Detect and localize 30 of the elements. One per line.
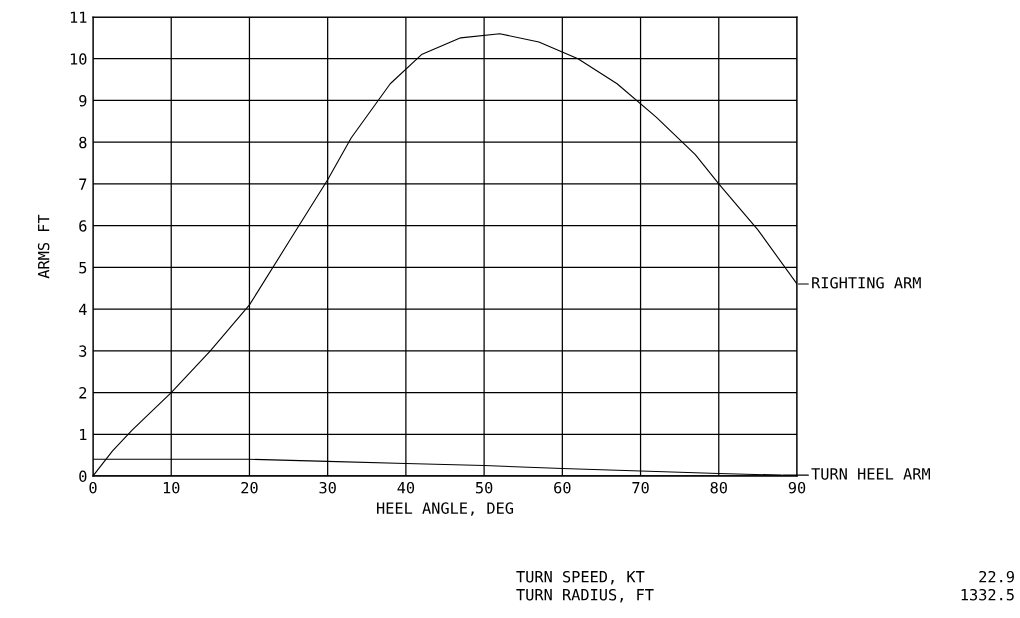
- y-tick-label: 0: [79, 470, 87, 483]
- x-tick-label: 60: [554, 481, 571, 494]
- y-axis-title: ARMS FT: [37, 214, 50, 279]
- y-tick-label: 8: [79, 136, 87, 149]
- x-tick-label: 40: [397, 481, 415, 494]
- y-tick-label: 11: [70, 11, 87, 23]
- legend-label: TURN HEEL ARM: [811, 468, 930, 480]
- text: TURN SPEED, KT: [516, 570, 645, 585]
- legend-label: RIGHTING ARM: [812, 276, 921, 289]
- y-tick-label: 4: [79, 303, 87, 315]
- text: 22.9: [979, 570, 1014, 583]
- x-tick-label: 20: [241, 481, 258, 494]
- y-tick-label: 5: [79, 262, 87, 274]
- y-tick-label: 2: [79, 387, 87, 399]
- x-tick-label: 90: [788, 481, 806, 494]
- x-tick-label: 50: [475, 481, 493, 494]
- y-tick-label: 1: [80, 428, 87, 441]
- y-tick-label: 9: [79, 94, 87, 107]
- y-tick-label: 7: [79, 178, 87, 190]
- y-tick-label: 3: [79, 345, 87, 357]
- x-axis-title: HEEL ANGLE, DEG: [377, 502, 514, 516]
- x-tick-label: 70: [632, 481, 649, 494]
- x-tick-label: 30: [319, 481, 336, 494]
- text: TURN RADIUS, FT: [516, 588, 654, 603]
- x-tick-label: 80: [710, 481, 727, 494]
- y-tick-label: 6: [79, 220, 87, 232]
- x-tick-label: 0: [89, 481, 97, 494]
- x-tick-label: 10: [163, 481, 180, 494]
- text: 1332.5: [961, 588, 1014, 601]
- y-tick-label: 10: [70, 53, 87, 65]
